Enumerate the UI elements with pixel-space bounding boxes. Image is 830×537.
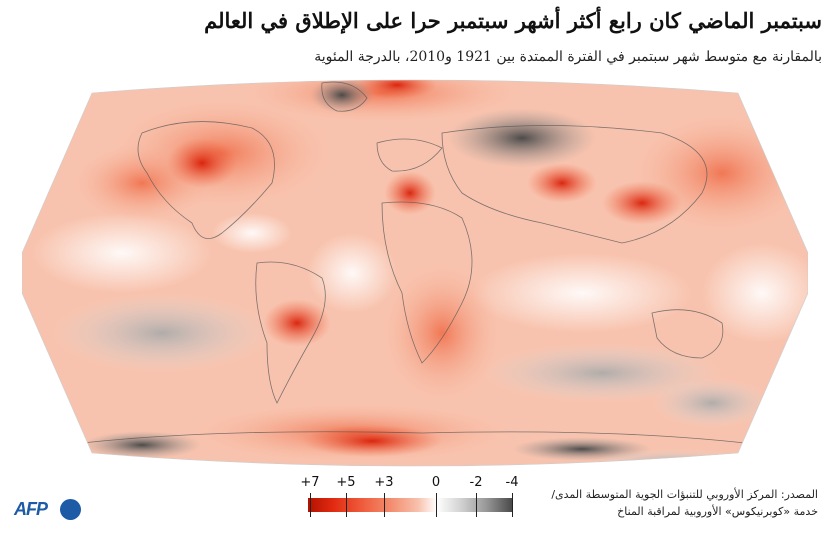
legend-tick	[384, 493, 385, 517]
afp-logo-dot-icon	[60, 499, 81, 520]
source-note: المصدر: المركز الأوروبي للتنبؤات الجوية …	[538, 486, 818, 520]
temperature-anomaly-map	[21, 79, 809, 467]
legend-label-plus5: +5	[336, 475, 356, 490]
legend-tick	[436, 493, 437, 517]
world-map	[21, 73, 809, 473]
legend-tick	[476, 493, 477, 517]
source-line-2: خدمة «كوبرنيكوس» الأوروبية لمراقبة المنا…	[617, 505, 818, 518]
afp-logo-text: AFP	[14, 499, 48, 519]
legend-color-bar	[308, 498, 512, 512]
map-field	[22, 80, 808, 466]
coastlines	[81, 81, 763, 446]
source-line-1: المصدر: المركز الأوروبي للتنبؤات الجوية …	[551, 488, 818, 501]
legend-label-zero: 0	[431, 475, 441, 490]
page-title: سبتمبر الماضي كان رابع أكثر أشهر سبتمبر …	[204, 8, 822, 33]
legend-tick	[346, 493, 347, 517]
page-subtitle: بالمقارنة مع متوسط شهر سبتمبر في الفترة …	[314, 49, 822, 65]
legend-label-plus7: +7	[300, 475, 320, 490]
legend-label-minus2: -2	[469, 475, 483, 490]
legend-tick	[512, 493, 513, 517]
legend-tick	[310, 493, 311, 517]
legend-label-plus3: +3	[374, 475, 394, 490]
map-border	[21, 79, 809, 467]
legend-label-minus4: -4	[505, 475, 519, 490]
color-legend: +7 +5 +3 0 -2 -4	[298, 473, 530, 527]
